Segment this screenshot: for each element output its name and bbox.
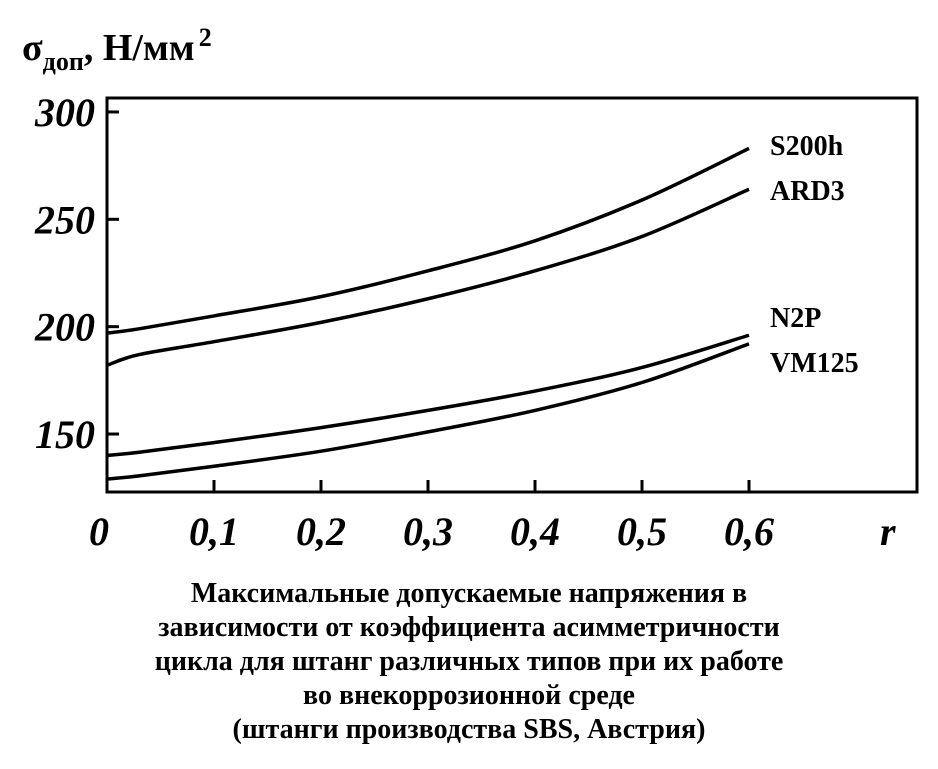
x-tick-label: 0,3 bbox=[403, 509, 453, 554]
series-line bbox=[106, 342, 750, 481]
y-axis-symbol: σ bbox=[22, 27, 43, 69]
x-tick-label: 0,4 bbox=[510, 509, 560, 554]
x-tick-label: 0,6 bbox=[724, 509, 774, 554]
y-axis-subscript: доп bbox=[43, 47, 84, 76]
series-line bbox=[106, 146, 750, 335]
y-axis-superscript: 2 bbox=[199, 23, 212, 52]
y-tick-label: 250 bbox=[34, 197, 95, 242]
caption-line: (штанги производства SBS, Австрия) bbox=[233, 714, 706, 745]
y-axis-title: σдоп, Н/мм 2 bbox=[22, 23, 212, 76]
plot-frame bbox=[105, 96, 919, 494]
y-tick-label: 200 bbox=[34, 305, 95, 350]
y-tick-label: 300 bbox=[34, 90, 95, 135]
x-tick-label: 0,5 bbox=[617, 509, 667, 554]
x-tick-label: 0 bbox=[89, 509, 109, 554]
caption-line: Максимальные допускаемые напряжения в bbox=[191, 578, 747, 609]
series-line bbox=[106, 187, 750, 367]
x-tick-label: 0,1 bbox=[189, 509, 239, 554]
caption-line: цикла для штанг различных типов при их р… bbox=[155, 646, 784, 677]
series-label: ARD3 bbox=[770, 176, 845, 207]
series-line bbox=[106, 333, 750, 458]
series-label: S200h bbox=[770, 131, 844, 162]
caption-line: во внекоррозионной среде bbox=[303, 680, 635, 711]
series-label: N2P bbox=[770, 303, 821, 334]
series-label: VM125 bbox=[770, 348, 859, 379]
y-tick-label: 150 bbox=[35, 412, 95, 457]
x-tick-label: 0,2 bbox=[296, 509, 346, 554]
caption-line: зависимости от коэффициента асимметрично… bbox=[158, 612, 779, 643]
y-axis-unit: , Н/мм bbox=[84, 27, 195, 69]
x-axis-title: r bbox=[880, 509, 896, 554]
